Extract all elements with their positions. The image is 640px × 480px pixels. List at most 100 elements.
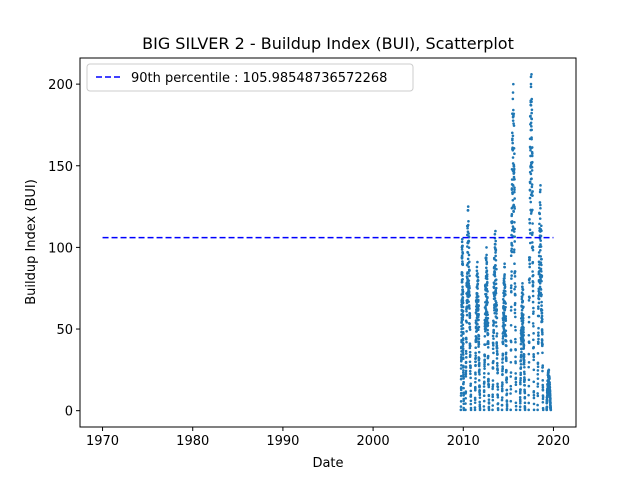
scatter-point (539, 261, 543, 265)
scatter-point (536, 340, 540, 344)
scatter-point (510, 244, 514, 247)
scatter-point (531, 270, 534, 273)
scatter-point (464, 375, 468, 378)
scatter-point (468, 294, 472, 297)
scatter-point (519, 371, 523, 375)
scatter-point (495, 349, 499, 353)
scatter-point (478, 389, 481, 392)
scatter-point (459, 359, 463, 363)
scatter-point (538, 222, 541, 226)
scatter-point (540, 274, 544, 278)
scatter-point (532, 306, 535, 310)
scatter-point (504, 317, 508, 320)
scatter-point (478, 400, 482, 404)
scatter-point (461, 260, 464, 263)
scatter-point (528, 221, 532, 225)
scatter-point (540, 320, 544, 323)
scatter-point (475, 292, 479, 295)
scatter-point (459, 388, 463, 392)
scatter-point (536, 408, 539, 412)
scatter-point (528, 181, 532, 185)
scatter-point (494, 288, 498, 292)
scatter-point (492, 337, 495, 340)
scatter-point (505, 377, 509, 381)
scatter-point (474, 377, 477, 380)
scatter-point (532, 338, 535, 342)
scatter-point (519, 378, 522, 382)
scatter-point (504, 351, 508, 355)
scatter-point (495, 303, 499, 307)
scatter-point (519, 388, 522, 391)
scatter-point (527, 393, 530, 397)
scatter-point (511, 184, 515, 187)
scatter-point (536, 377, 540, 380)
scatter-point (501, 373, 504, 376)
scatter-point (491, 393, 494, 396)
scatter-point (541, 388, 545, 392)
scatter-point (540, 339, 544, 342)
scatter-point (538, 263, 541, 266)
scatter-point (520, 295, 524, 299)
scatter-point (468, 353, 472, 357)
scatter-point (468, 325, 472, 329)
scatter-point (476, 295, 480, 298)
scatter-point (539, 267, 543, 271)
scatter-point (483, 359, 486, 362)
scatter-point (464, 402, 467, 405)
scatter-point (477, 364, 481, 368)
scatter-point (503, 276, 506, 280)
scatter-point (505, 369, 508, 373)
scatter-point (505, 392, 509, 396)
scatter-point (459, 374, 463, 378)
scatter-point (484, 256, 488, 260)
scatter-point (482, 380, 486, 384)
scatter-point (460, 255, 464, 259)
legend-box (86, 63, 414, 92)
scatter-point (523, 378, 526, 382)
scatter-point (465, 321, 469, 324)
scatter-point (501, 337, 505, 340)
scatter-point (527, 401, 531, 405)
scatter-point (527, 341, 531, 345)
scatter-point (459, 385, 463, 389)
scatter-point (513, 227, 516, 231)
scatter-point (548, 383, 552, 386)
scatter-point (461, 323, 465, 327)
scatter-point (492, 321, 496, 325)
scatter-point (464, 360, 468, 364)
scatter-point (504, 319, 508, 322)
scatter-point (532, 402, 536, 406)
scatter-point (491, 383, 495, 386)
scatter-point (531, 241, 534, 244)
scatter-point (461, 305, 465, 309)
scatter-point (486, 321, 490, 325)
scatter-point (522, 353, 526, 356)
scatter-point (492, 331, 496, 335)
scatter-point (539, 248, 542, 252)
scatter-point (531, 208, 534, 212)
scatter-point (514, 293, 517, 297)
scatter-point (461, 327, 465, 330)
scatter-point (491, 385, 495, 388)
scatter-point (536, 362, 540, 366)
scatter-point (473, 401, 477, 404)
scatter-point (527, 320, 531, 324)
scatter-point (467, 282, 471, 285)
scatter-point (505, 404, 509, 408)
scatter-point (465, 340, 468, 344)
scatter-point (512, 108, 515, 112)
scatter-point (482, 375, 486, 379)
scatter-point (475, 336, 478, 339)
scatter-point (540, 229, 543, 233)
scatter-point (501, 357, 505, 360)
scatter-point (459, 377, 463, 381)
scatter-point (537, 326, 540, 330)
scatter-point (495, 357, 499, 360)
scatter-point (532, 396, 536, 400)
scatter-point (461, 371, 465, 374)
scatter-point (539, 224, 543, 228)
scatter-point (541, 385, 545, 389)
scatter-point (509, 408, 512, 412)
scatter-point (539, 203, 542, 207)
scatter-point (510, 212, 514, 216)
